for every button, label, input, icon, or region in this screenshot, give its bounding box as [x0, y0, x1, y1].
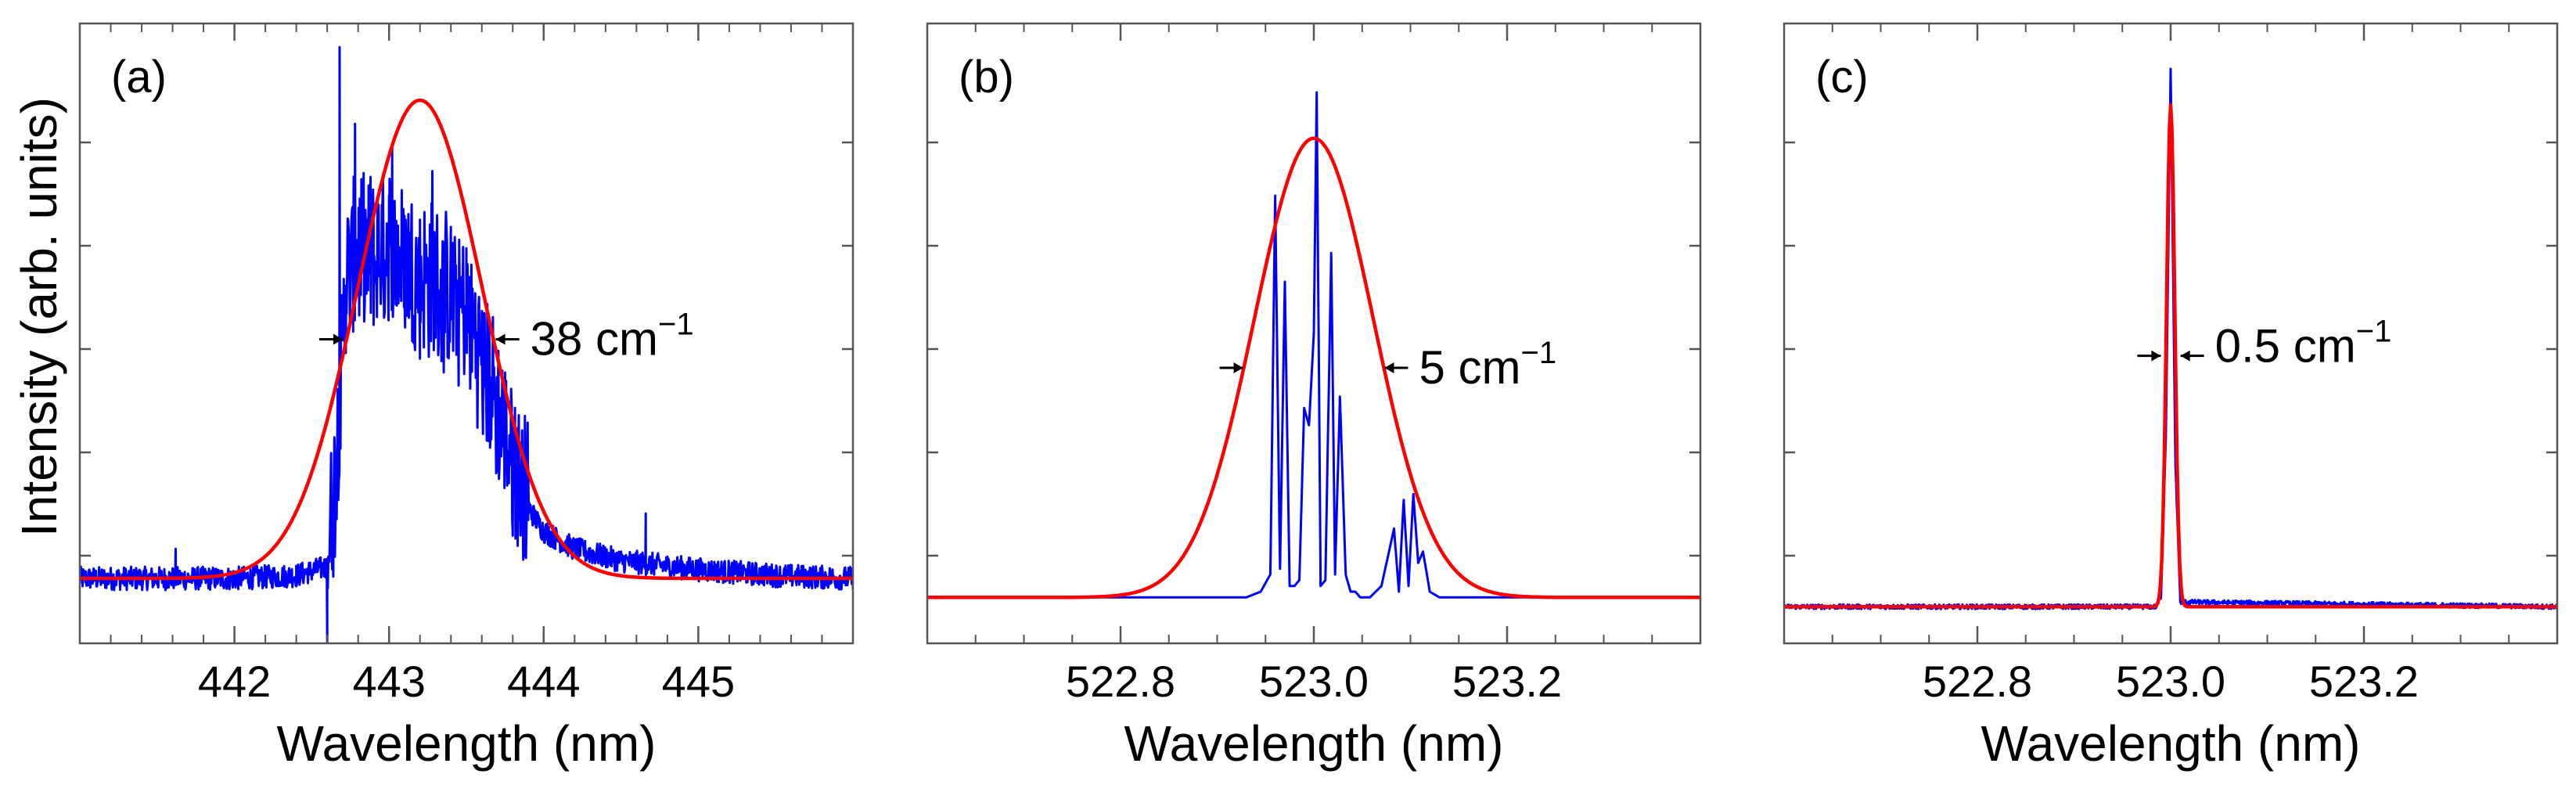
fwhm-arrowhead-left: [1233, 362, 1243, 373]
fwhm-arrowhead-left: [2151, 350, 2161, 362]
fwhm-exponent: −1: [1520, 336, 1556, 370]
x-axis-label: Wavelength (nm): [277, 715, 657, 772]
chart-panel-3: 522.8 523.0 523.2 Wavelength (nm) (c) 0.5 cm−…: [1783, 22, 2559, 772]
x-tick-label: 444: [507, 657, 580, 706]
fit-curve: [927, 136, 1700, 600]
panel-label: (c): [1815, 52, 1869, 103]
fwhm-label: 0.5 cm−1: [2215, 315, 2392, 373]
chart-panel-2: 522.8 523.0 523.2 Wavelength (nm) (b) 5 cm−1: [926, 22, 1702, 772]
fwhm-unit: cm: [595, 313, 658, 365]
fwhm-arrowhead-right: [2180, 350, 2190, 362]
spectrum-line: [80, 45, 853, 643]
fit-curve: [1784, 103, 2557, 609]
x-tick-label: 523.0: [1259, 657, 1369, 706]
panel-label: (b): [959, 52, 1014, 103]
axes-frame: [78, 22, 854, 645]
x-tick-label: 442: [198, 657, 271, 706]
fwhm-exponent: −1: [2356, 315, 2392, 349]
panel-label: (a): [111, 52, 167, 103]
x-tick-label: 523.2: [1452, 657, 1562, 706]
x-tick-label: 523.0: [2116, 657, 2225, 706]
x-tick-label: 523.2: [2309, 657, 2419, 706]
plot-area: [927, 91, 1700, 600]
x-tick-label: 445: [662, 657, 735, 706]
fwhm-unit: cm: [2294, 320, 2356, 373]
plot-area: [80, 45, 853, 643]
fwhm-value: 5: [1419, 341, 1445, 394]
x-axis-label: Wavelength (nm): [1981, 715, 2361, 772]
fwhm-label: 5 cm−1: [1419, 336, 1556, 394]
x-tick-label: 522.8: [1066, 657, 1175, 706]
fwhm-exponent: −1: [658, 308, 694, 342]
fit-curve: [80, 98, 853, 581]
x-tick-label: 522.8: [1923, 657, 2032, 706]
fwhm-arrowhead-left: [333, 333, 343, 345]
x-axis-label: Wavelength (nm): [1124, 715, 1504, 772]
fwhm-value: 38: [531, 313, 583, 365]
y-axis-label: Intensity (arb. units): [11, 97, 67, 537]
plot-area: [1784, 67, 2557, 610]
spectrum-line: [927, 91, 1700, 599]
fwhm-arrowhead-right: [495, 333, 505, 345]
fwhm-label: 38 cm−1: [531, 308, 694, 365]
fwhm-unit: cm: [1458, 341, 1520, 394]
x-tick-label: 443: [352, 657, 425, 706]
fwhm-value: 0.5: [2215, 320, 2280, 373]
fwhm-arrowhead-right: [1384, 362, 1394, 373]
